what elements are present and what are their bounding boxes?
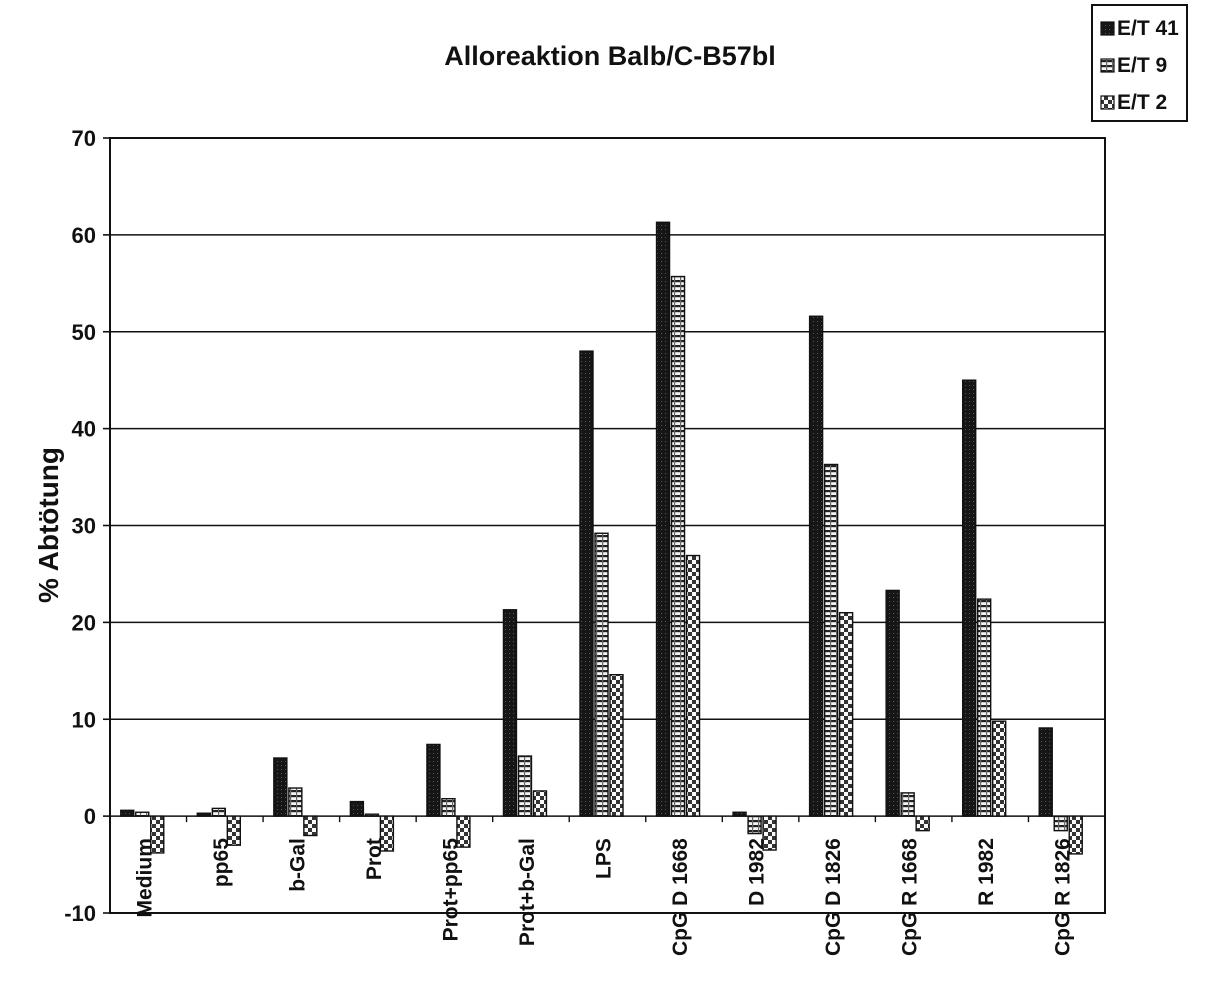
x-tick-label: R 1982 (975, 838, 998, 906)
x-tick-labels: Medium pp65 b-Gal Prot Prot+pp65 Prot+b-Gal LP… (133, 838, 1074, 956)
y-tick-label: 50 (72, 320, 96, 345)
x-tick-label: CpG D 1668 (669, 838, 692, 956)
bar-series-1 (657, 222, 670, 816)
bar-series-2 (901, 793, 914, 816)
legend-swatch (1101, 59, 1114, 72)
bar-series-2 (748, 816, 761, 833)
y-tick-label: 0 (84, 804, 96, 829)
legend-label: E/T 41 (1117, 17, 1179, 40)
y-tick-label: 70 (72, 126, 96, 151)
bar-series-3 (916, 816, 929, 831)
bar-series-2 (1054, 816, 1067, 831)
y-tick-label: 10 (72, 707, 96, 732)
legend-swatch (1101, 96, 1114, 109)
bar-series-1 (427, 744, 440, 816)
x-tick-label: Prot+b-Gal (516, 838, 539, 946)
bar-series-2 (212, 808, 225, 816)
bar-series-1 (197, 813, 210, 816)
bar-series-1 (810, 316, 823, 816)
bar-series-1 (121, 810, 134, 816)
bar-series-3 (993, 721, 1006, 816)
x-tick-label: D 1982 (746, 838, 769, 906)
x-tick-label: Prot+pp65 (439, 838, 462, 942)
x-tick-label: CpG R 1668 (899, 838, 922, 956)
x-tick-label: Prot (363, 838, 386, 880)
bar-series-2 (442, 799, 455, 816)
legend-swatch (1101, 22, 1114, 35)
bar-series-2 (365, 814, 378, 816)
x-tick-label: LPS (593, 838, 616, 879)
x-tick-label: CpG R 1826 (1052, 838, 1075, 956)
y-tick-label: 30 (72, 514, 96, 539)
legend-label: E/T 2 (1117, 91, 1167, 114)
bar-series-2 (518, 756, 531, 816)
x-tick-label: pp65 (210, 838, 233, 887)
bar-series-1 (963, 380, 976, 816)
bar-series-3 (687, 556, 700, 817)
bar-series-2 (672, 277, 685, 817)
y-tick-label: 60 (72, 223, 96, 248)
bar-series-1 (1039, 728, 1052, 816)
bar-series-3 (840, 613, 853, 816)
bars (121, 222, 1082, 854)
legend-label: E/T 9 (1117, 54, 1167, 77)
bar-series-1 (503, 610, 516, 816)
y-tick-label: 40 (72, 417, 96, 442)
x-tick-label: Medium (133, 838, 156, 917)
bar-series-1 (886, 590, 899, 816)
bar-series-3 (304, 816, 317, 835)
y-tick-label: -10 (64, 901, 96, 926)
bar-series-3 (533, 791, 546, 816)
chart-title: Alloreaktion Balb/C-B57bl (444, 41, 776, 71)
chart-legend: E/T 41 E/T 9 E/T 2 (1092, 5, 1187, 121)
bar-series-3 (610, 675, 623, 816)
y-tick-labels: 70 60 50 40 30 20 10 0 -10 (64, 126, 96, 926)
x-tick-label: b-Gal (286, 838, 309, 892)
y-axis-label: % Abtötung (33, 447, 64, 603)
bar-series-1 (580, 351, 593, 816)
bar-series-2 (595, 533, 608, 816)
bar-series-2 (978, 599, 991, 816)
x-tick-label: CpG D 1826 (822, 838, 845, 956)
bar-series-1 (274, 758, 287, 816)
bar-series-2 (136, 812, 149, 816)
bar-series-1 (350, 802, 363, 817)
bar-series-2 (825, 464, 838, 816)
bar-series-1 (733, 812, 746, 816)
bar-series-2 (289, 788, 302, 816)
y-tick-label: 20 (72, 610, 96, 635)
